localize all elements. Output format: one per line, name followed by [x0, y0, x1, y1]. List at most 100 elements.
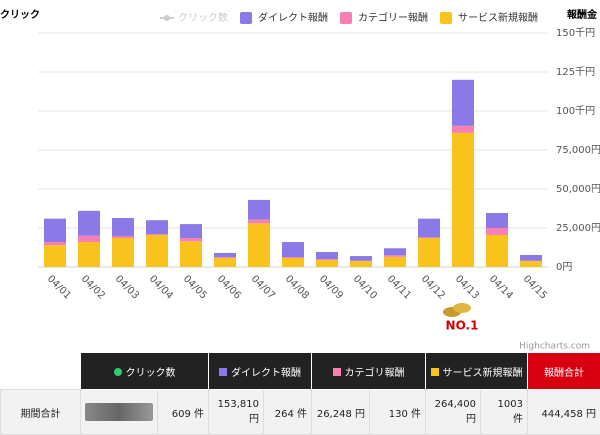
x-tick-label: 04/12 — [419, 273, 447, 301]
bar-segment — [180, 224, 202, 238]
bar-segment — [452, 80, 474, 126]
bar-segment — [180, 238, 202, 241]
x-tick-label: 04/02 — [79, 273, 107, 301]
bar-segment — [78, 236, 100, 242]
badge: NO.1 — [443, 303, 478, 333]
bar-segment — [486, 213, 508, 228]
bar-segment — [44, 219, 66, 242]
bar-segment — [214, 253, 236, 257]
y-tick-label: 100千円 — [556, 105, 595, 117]
bar-segment — [418, 219, 440, 238]
x-tick-label: 04/07 — [249, 273, 277, 301]
header-cell: クリック数 — [81, 353, 209, 390]
y-tick-label: 150千円 — [556, 27, 595, 39]
y-tick-label: 75,000円 — [556, 145, 600, 156]
bar-segment — [146, 220, 168, 234]
bar-segment — [282, 242, 304, 257]
legend-label[interactable]: カテゴリー報酬 — [358, 11, 428, 24]
bar-segment — [180, 241, 202, 267]
blurred-cell — [81, 390, 158, 435]
cell: 444,458 円 — [528, 390, 600, 435]
x-tick-label: 04/01 — [45, 273, 73, 301]
bar-segment — [350, 256, 372, 261]
header-text: クリック数 — [126, 368, 176, 379]
x-tick-label: 04/11 — [385, 273, 413, 301]
badge-text: NO.1 — [446, 319, 479, 333]
header-cell: ダイレクト報酬 — [209, 353, 312, 390]
bar-segment — [248, 219, 270, 223]
bar-segment — [418, 237, 440, 238]
legend-label[interactable]: サービス新規報酬 — [458, 11, 538, 24]
bar-segment — [112, 218, 134, 236]
header-cell: カテゴリ報酬 — [312, 353, 426, 390]
bar-segment — [282, 258, 304, 267]
bar-segment — [316, 252, 338, 259]
x-tick-label: 04/13 — [453, 273, 481, 301]
cell: 26,248 円 — [312, 390, 370, 435]
cell: 609 件 — [158, 390, 209, 435]
x-tick-label: 04/09 — [317, 273, 345, 301]
credit: Highcharts.com — [519, 342, 590, 352]
bar-segment — [384, 255, 406, 257]
bar-segment — [520, 261, 542, 267]
cell: 264,400 円 — [426, 390, 481, 435]
left-axis-title: クリック — [0, 9, 40, 21]
bar-segment — [384, 257, 406, 267]
x-tick-label: 04/05 — [181, 273, 209, 301]
bar-segment — [248, 223, 270, 267]
header-cell: 報酬合計 — [528, 353, 600, 390]
chart: クリック 報酬金 Highcharts.com NO.1 0円 25,000円 50… — [0, 0, 600, 352]
legend-symbol — [340, 12, 352, 24]
bar-segment — [112, 236, 134, 238]
bar-segment — [452, 126, 474, 133]
bar-segment — [486, 235, 508, 267]
bar-segment — [452, 133, 474, 267]
x-tick-label: 04/04 — [147, 273, 175, 301]
y-tick-label: 125千円 — [556, 66, 595, 78]
x-tick-label: 04/06 — [215, 273, 243, 301]
bar-segment — [316, 260, 338, 267]
x-tick-label: 04/14 — [487, 273, 515, 301]
legend-label[interactable]: クリック数 — [178, 11, 228, 24]
bar-segment — [418, 238, 440, 267]
bar-segment — [520, 255, 542, 261]
cell: 264 件 — [264, 390, 312, 435]
bar-segment — [44, 242, 66, 245]
bar-segment — [78, 242, 100, 267]
bar-segment — [384, 248, 406, 255]
bar-segment — [214, 258, 236, 267]
y-tick-label: 0円 — [556, 262, 572, 273]
bar-segment — [248, 200, 270, 220]
summary-table: クリック数 ダイレクト報酬 カテゴリ報酬 サービス新規報酬 報酬合計 期間合計 … — [0, 352, 600, 435]
x-tick-label: 04/10 — [351, 273, 379, 301]
header-text: サービス新規報酬 — [443, 368, 523, 379]
x-tick-label: 04/03 — [113, 273, 141, 301]
bar-segment — [316, 259, 338, 260]
bar-segment — [350, 261, 372, 267]
bar-segment — [214, 257, 236, 258]
bar-segment — [282, 257, 304, 258]
x-tick-label: 04/08 — [283, 273, 311, 301]
cell: 1003 件 — [481, 390, 528, 435]
cell: 153,810 円 — [209, 390, 264, 435]
y-tick-label: 25,000円 — [556, 223, 600, 234]
header-text: カテゴリ報酬 — [345, 368, 405, 379]
header-text: ダイレクト報酬 — [231, 368, 301, 379]
bar-segment — [44, 245, 66, 267]
right-axis-title: 報酬金 — [567, 8, 598, 21]
header-cell: サービス新規報酬 — [426, 353, 528, 390]
bar-segment — [78, 211, 100, 236]
cell: 130 件 — [370, 390, 426, 435]
x-tick-label: 04/15 — [521, 273, 549, 301]
legend-symbol — [440, 12, 452, 24]
legend-symbol — [240, 12, 252, 24]
row-label: 期間合計 — [1, 390, 81, 435]
bar-segment — [146, 235, 168, 267]
bar-segment — [486, 228, 508, 235]
y-tick-label: 50,000円 — [556, 184, 600, 195]
bar-segment — [146, 234, 168, 235]
legend-label[interactable]: ダイレクト報酬 — [258, 11, 328, 24]
bar-segment — [112, 238, 134, 267]
legend-symbol — [164, 15, 170, 21]
